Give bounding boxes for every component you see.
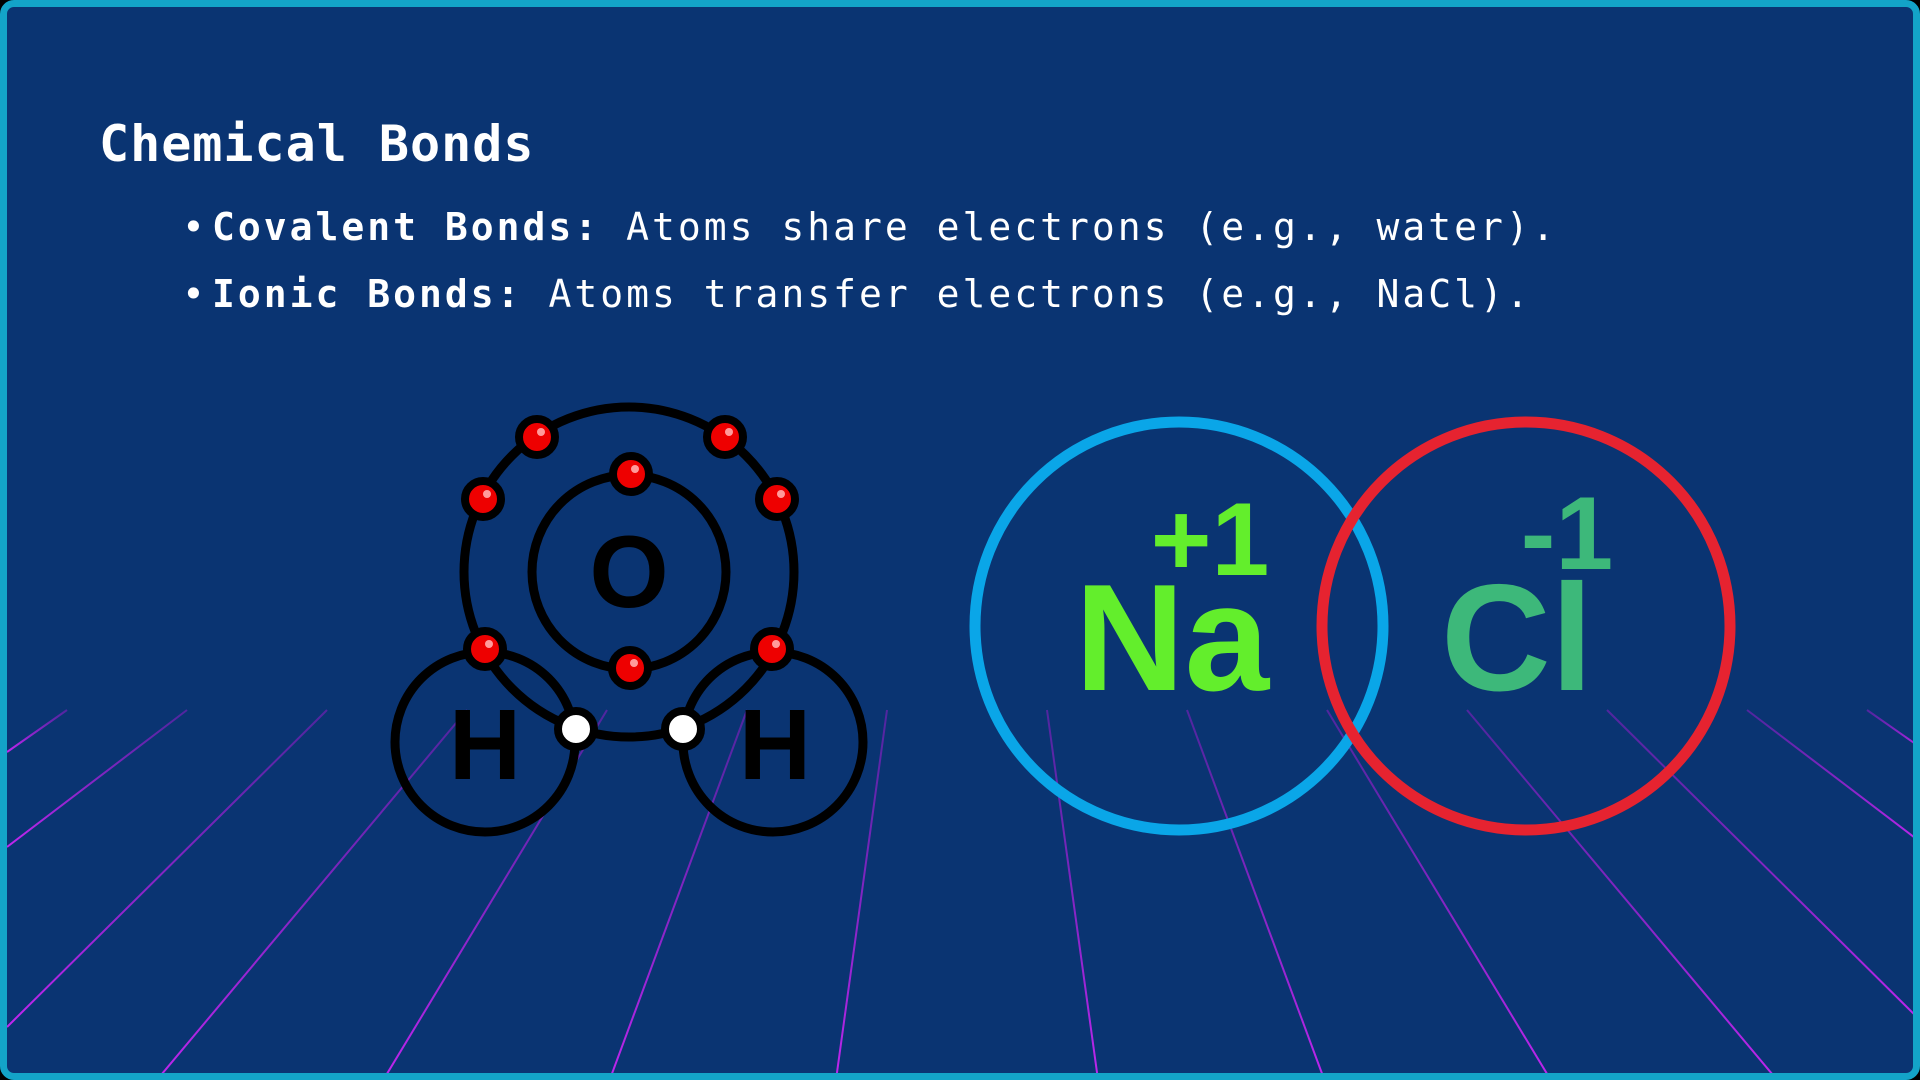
bullet-covalent: • Covalent Bonds: Atoms share electrons (… (182, 199, 1558, 266)
electron-icon (750, 627, 794, 671)
bullet-list: • Covalent Bonds: Atoms share electrons (… (182, 199, 1558, 333)
electron-icon (461, 477, 505, 521)
electron-icon (463, 627, 507, 671)
electron-highlight (537, 428, 545, 436)
electron-icon (755, 477, 799, 521)
electron-highlight (631, 465, 639, 473)
nacl-ionic-diagram: Na +1 Cl -1 (969, 416, 1736, 836)
shared-electron-icon (554, 707, 598, 751)
oxygen-outer-shell (459, 402, 799, 742)
sodium-charge: +1 (1151, 482, 1270, 598)
shared-electron-icon (661, 707, 705, 751)
sodium-ion-ring (969, 416, 1389, 836)
electron-highlight (485, 640, 493, 648)
chlorine-ion-ring (1316, 416, 1736, 836)
bullet-text: Atoms transfer electrons (e.g., NaCl). (548, 272, 1532, 316)
water-molecule-diagram: O H H (390, 402, 868, 837)
electron-icon (609, 452, 653, 496)
sodium-label: Na (1075, 553, 1271, 723)
bullet-dot-icon: • (182, 205, 208, 249)
hydrogen-right-label: H (739, 689, 811, 801)
bullet-term: Covalent Bonds: (212, 205, 601, 249)
hydrogen-left-label: H (449, 689, 521, 801)
bullet-term: Ionic Bonds: (212, 272, 523, 316)
electron-highlight (630, 659, 638, 667)
electron-highlight (772, 640, 780, 648)
chlorine-label: Cl (1441, 553, 1593, 723)
bullet-dot-icon: • (182, 272, 208, 316)
electron-icon (608, 646, 652, 690)
electron-highlight (483, 490, 491, 498)
oxygen-label: O (589, 515, 668, 629)
slide-title: Chemical Bonds (99, 115, 535, 173)
electron-icon (703, 415, 747, 459)
bullet-ionic: • Ionic Bonds: Atoms transfer electrons (… (182, 266, 1558, 333)
electron-highlight (725, 428, 733, 436)
perspective-grid-floor (7, 709, 1913, 1073)
bullet-text: Atoms share electrons (e.g., water). (626, 205, 1558, 249)
illustration: O H H (390, 402, 1736, 837)
chlorine-charge: -1 (1521, 476, 1613, 592)
electron-highlight (777, 490, 785, 498)
electron-icon (515, 415, 559, 459)
